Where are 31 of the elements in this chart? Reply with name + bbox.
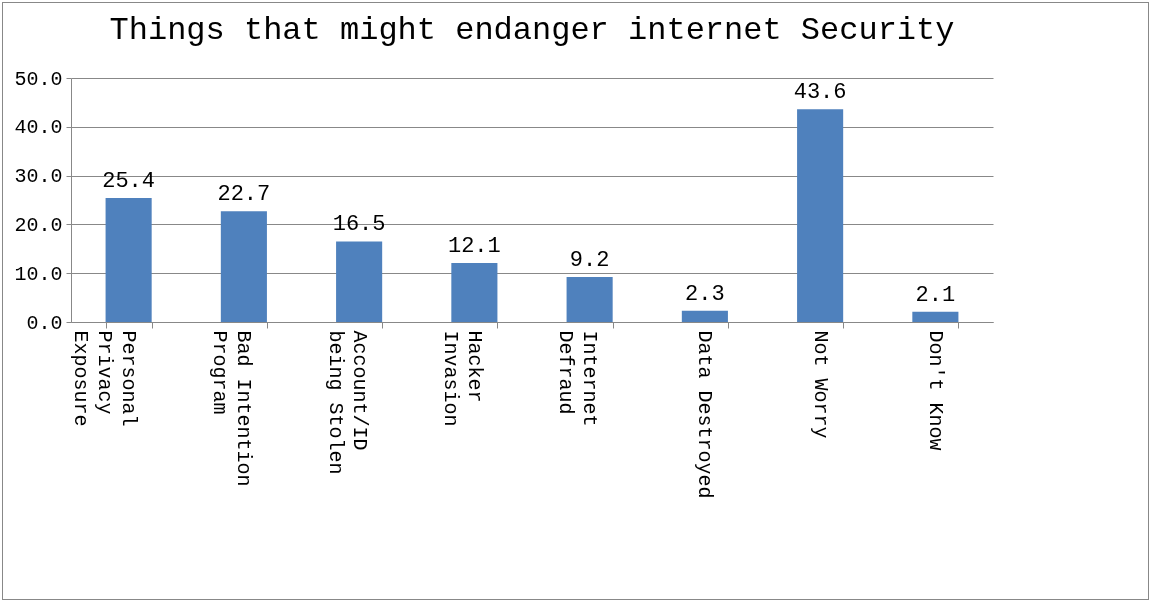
bar bbox=[797, 109, 844, 322]
x-tick-label: Internet Defraud bbox=[554, 330, 602, 427]
data-label: 2.1 bbox=[915, 282, 956, 308]
chart-title: Things that might endanger internet Security bbox=[109, 12, 955, 49]
bar bbox=[451, 262, 498, 322]
y-tick-label: 40.0 bbox=[14, 116, 63, 140]
data-label: 43.6 bbox=[793, 80, 847, 106]
y-tick-label: 30.0 bbox=[14, 165, 63, 189]
data-label: 16.5 bbox=[332, 212, 386, 238]
bar bbox=[681, 310, 728, 322]
x-tick-label: Data Destroyed bbox=[693, 330, 717, 499]
data-label: 9.2 bbox=[569, 248, 610, 274]
bar bbox=[566, 277, 613, 322]
y-tick-label: 50.0 bbox=[14, 67, 63, 91]
x-tick-label: Personal Privacy Exposure bbox=[69, 330, 141, 427]
data-label: 22.7 bbox=[217, 182, 271, 208]
bar bbox=[105, 198, 152, 322]
y-tick-label: 0.0 bbox=[26, 311, 63, 335]
x-tick-label: Account/ID being Stolen bbox=[323, 330, 371, 475]
data-label: 2.3 bbox=[685, 281, 725, 307]
x-tick-label: Not Worry bbox=[808, 330, 832, 439]
data-label: 25.4 bbox=[102, 169, 156, 195]
bar bbox=[220, 211, 267, 322]
bar bbox=[912, 311, 959, 322]
data-label: 12.1 bbox=[447, 233, 501, 259]
y-tick-label: 10.0 bbox=[14, 262, 63, 286]
x-tick-label: Hacker Invasion bbox=[438, 330, 486, 427]
x-tick-label: Don't Know bbox=[923, 330, 947, 451]
y-tick-label: 20.0 bbox=[14, 213, 63, 237]
bar bbox=[336, 241, 383, 322]
x-tick-label: Bad Intention Program bbox=[208, 330, 256, 487]
